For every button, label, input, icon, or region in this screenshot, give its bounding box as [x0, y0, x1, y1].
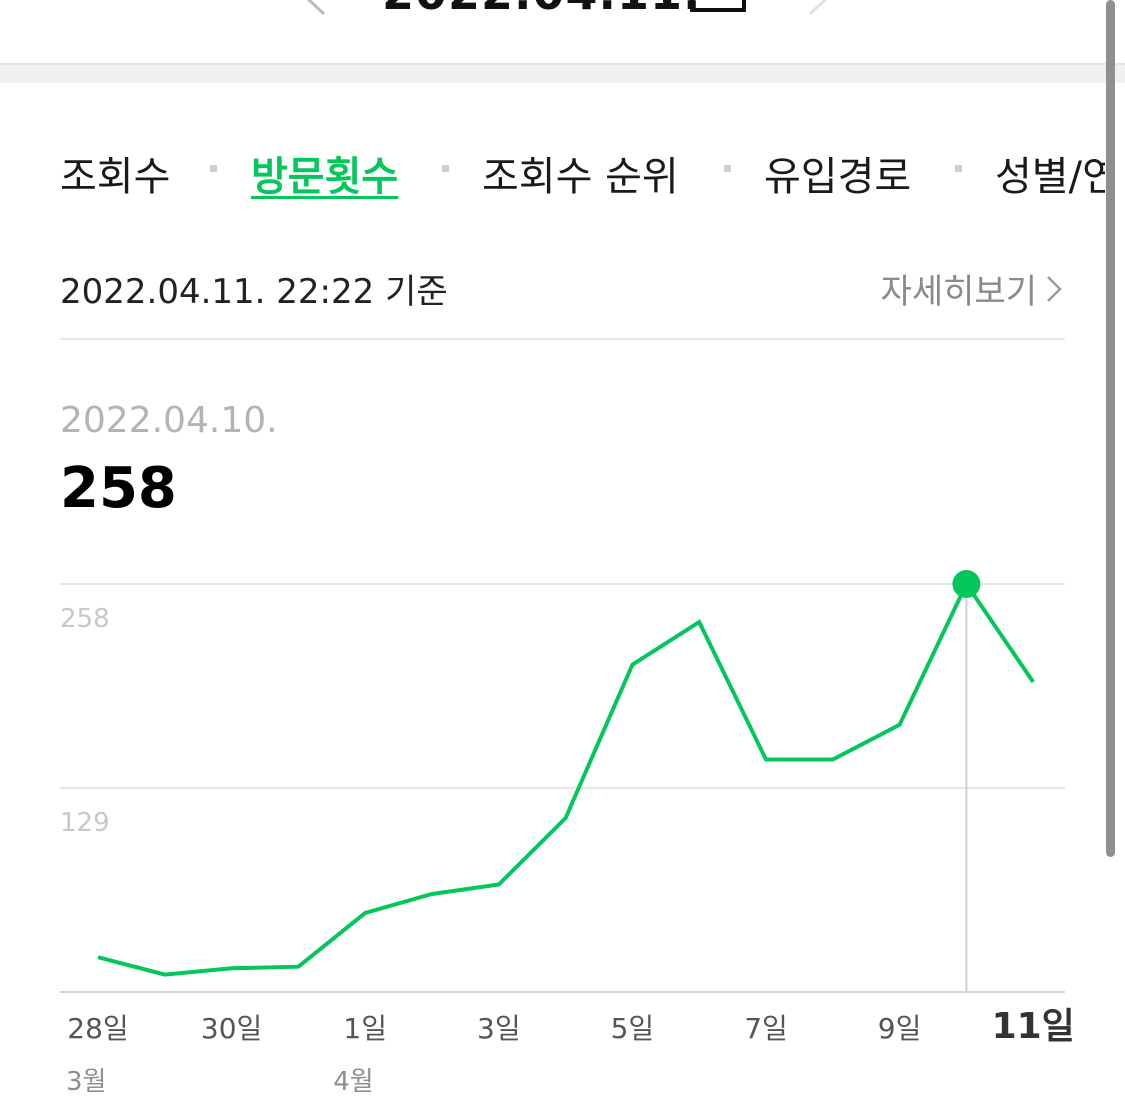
- tab-gender-age[interactable]: 성별/연: [995, 154, 1105, 200]
- section-divider: [0, 63, 1125, 83]
- tab-separator: [955, 165, 962, 172]
- data-point-2[interactable]: [220, 956, 244, 980]
- data-point-0[interactable]: [86, 945, 110, 969]
- data-point-1[interactable]: [153, 963, 177, 987]
- x-tick-month-label: 4월: [333, 1067, 373, 1097]
- data-point-9[interactable]: [687, 610, 711, 634]
- tab-separator: [210, 165, 217, 172]
- data-point-3[interactable]: [286, 955, 310, 979]
- highlighted-data-point[interactable]: [952, 570, 981, 598]
- data-point-7[interactable]: [554, 806, 578, 830]
- stats-tab-bar: 조회수 방문횟수 조회수 순위 유입경로 성별/연: [0, 140, 1105, 204]
- tab-referrers[interactable]: 유입경로: [764, 154, 912, 200]
- data-point-4[interactable]: [353, 901, 377, 925]
- selected-value: 258: [60, 456, 177, 521]
- x-tick-label: 7일: [744, 1012, 788, 1045]
- scrollbar[interactable]: [1106, 0, 1115, 857]
- tab-separator: [724, 165, 731, 172]
- y-tick-label: 129: [60, 808, 110, 838]
- x-tick-label: 9일: [878, 1012, 922, 1045]
- selected-date: 2022.04.10.: [60, 400, 278, 441]
- x-tick-label: 11일: [992, 1006, 1075, 1047]
- data-point-8[interactable]: [620, 653, 644, 677]
- view-details-label: 자세히보기: [880, 272, 1037, 312]
- x-tick-month-label: 3월: [66, 1067, 106, 1097]
- tab-view-ranking[interactable]: 조회수 순위: [482, 154, 679, 200]
- chevron-right-icon: [1047, 275, 1062, 302]
- y-tick-label: 258: [60, 604, 110, 634]
- series-line-visits: [97, 579, 1035, 977]
- data-point-5[interactable]: [420, 882, 444, 906]
- visits-line-chart[interactable]: 129 258 28일 3월 30일 1일 4월 3일 5일 7일 9일 11일: [0, 540, 1105, 1117]
- tab-views[interactable]: 조회수: [60, 154, 171, 200]
- x-tick-label: 3일: [477, 1012, 521, 1045]
- divider-line: [60, 338, 1065, 340]
- x-tick-label: 30일: [201, 1012, 262, 1045]
- data-point-14[interactable]: [1021, 670, 1045, 694]
- chevron-left-icon[interactable]: [300, 0, 334, 16]
- data-point-11[interactable]: [821, 748, 845, 772]
- calendar-icon[interactable]: [690, 0, 746, 14]
- tab-visits[interactable]: 방문횟수: [251, 154, 399, 200]
- view-details-link[interactable]: 자세히보기: [881, 264, 1063, 313]
- chevron-right-icon[interactable]: [800, 0, 834, 16]
- date-navigation-bar: 2022.04.11.: [0, 0, 1125, 63]
- data-point-12[interactable]: [888, 713, 912, 737]
- x-tick-label: 5일: [611, 1012, 655, 1045]
- data-point-6[interactable]: [487, 872, 511, 896]
- tab-separator: [442, 165, 449, 172]
- data-point-10[interactable]: [754, 748, 778, 772]
- x-tick-label: 1일: [343, 1012, 387, 1045]
- x-tick-label: 28일: [67, 1012, 128, 1045]
- basis-timestamp: 2022.04.11. 22:22 기준: [60, 272, 448, 312]
- current-date-title: 2022.04.11.: [382, 0, 701, 20]
